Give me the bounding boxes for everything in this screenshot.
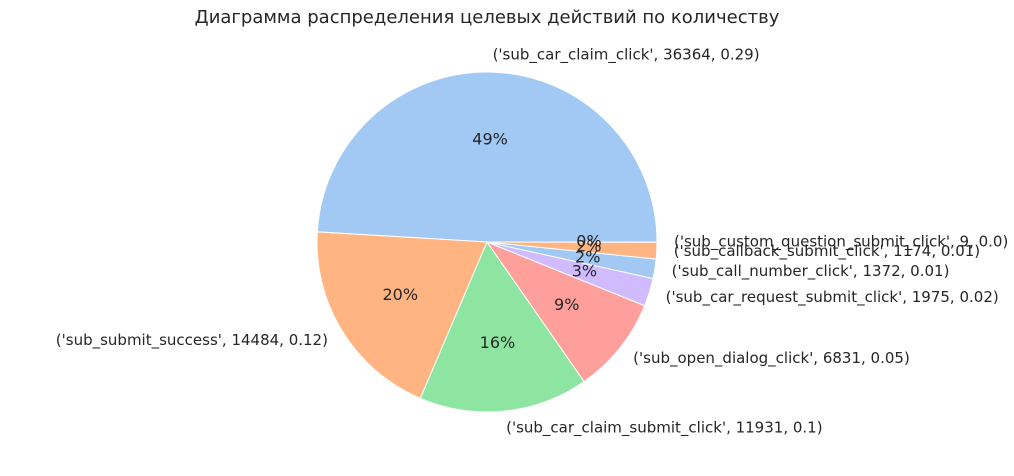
percent-label-7: 0% — [576, 232, 601, 251]
percent-label-3: 9% — [554, 295, 579, 314]
slice-label-2: ('sub_car_claim_submit_click', 11931, 0.… — [506, 419, 822, 438]
slice-label-4: ('sub_car_request_submit_click', 1975, 0… — [666, 288, 999, 307]
percent-label-6: 2% — [576, 237, 601, 256]
percent-label-1: 20% — [382, 285, 418, 304]
slice-label-0: ('sub_car_claim_click', 36364, 0.29) — [493, 46, 760, 65]
slice-label-1: ('sub_submit_success', 14484, 0.12) — [56, 331, 328, 350]
slice-labels: ('sub_car_claim_click', 36364, 0.29) ('su… — [56, 46, 1009, 438]
pie-slices — [316, 71, 658, 413]
slice-label-7: ('sub_custom_question_submit_click', 9, … — [674, 233, 1008, 252]
pie-slice-2 — [419, 240, 585, 413]
pie-slice-3 — [485, 240, 646, 383]
pie-slice-1 — [316, 231, 488, 400]
slice-label-5: ('sub_call_number_click', 1372, 0.01) — [672, 262, 950, 281]
percent-label-2: 16% — [480, 333, 516, 352]
slice-label-6: ('sub_callback_submit_click', 1174, 0.01… — [674, 242, 980, 261]
slice-label-3: ('sub_open_dialog_click', 6831, 0.05) — [633, 349, 910, 368]
percent-label-0: 49% — [472, 130, 508, 149]
pie-slice-0 — [316, 71, 658, 243]
percent-labels: 49%20%16%9%3%2%2%0% — [382, 130, 601, 352]
percent-label-5: 2% — [575, 248, 600, 267]
chart-title: Диаграмма распределения целевых действий… — [195, 7, 780, 28]
percent-label-4: 3% — [572, 262, 597, 281]
